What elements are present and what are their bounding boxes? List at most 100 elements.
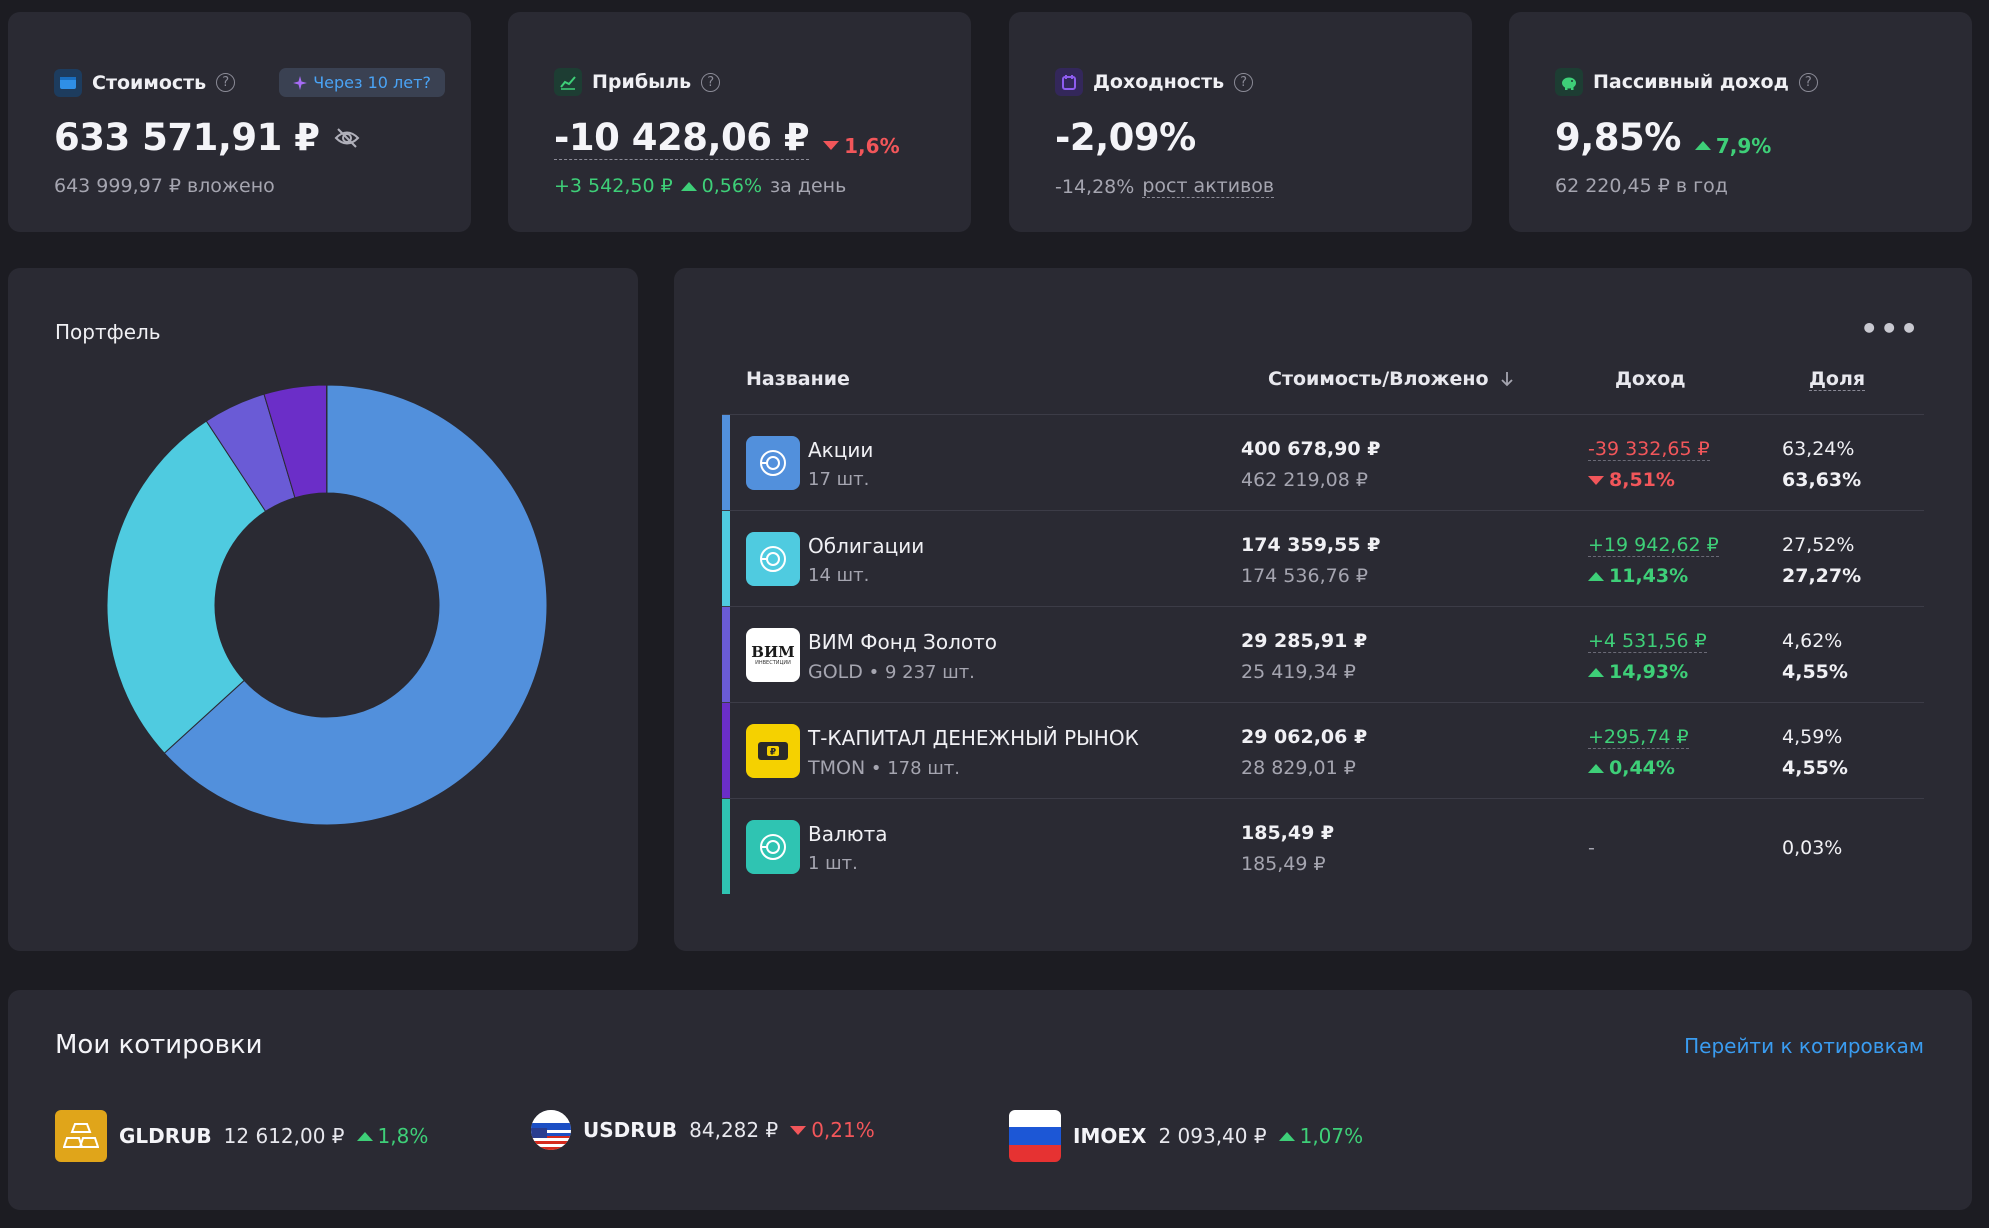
table-row[interactable]: ₽ Т-КАПИТАЛ ДЕНЕЖНЫЙ РЫНОК TMON • 178 шт… [722,703,1924,798]
asset-target-share: 63,63% [1782,469,1862,491]
quote-price: 2 093,40 ₽ [1158,1124,1267,1148]
column-header-name[interactable]: Название [746,368,850,390]
eye-off-icon[interactable] [334,127,360,149]
quote-ticker: USDRUB [583,1118,678,1142]
asset-target-share: 4,55% [1782,757,1848,779]
arrow-up-icon [1278,1131,1295,1141]
arrow-up-icon [1588,763,1604,773]
stat-title: Прибыль [592,71,692,93]
quote-price: 12 612,00 ₽ [223,1124,345,1148]
stat-title: Пассивный доход [1593,71,1789,93]
forecast-button[interactable]: Через 10 лет? [279,68,445,97]
sparkle-icon [293,75,308,90]
arrow-up-icon [1588,571,1604,581]
help-icon[interactable]: ? [216,73,236,92]
sort-down-icon [1500,372,1513,387]
arrow-down-icon [1588,475,1604,485]
table-row[interactable]: ВИМ ИНВЕСТИЦИИ ВИМ Фонд Золото GOLD • 9 … [722,607,1924,702]
asset-value: 174 359,55 ₽ [1241,534,1381,556]
help-icon[interactable]: ? [1234,72,1254,92]
asset-name: ВИМ Фонд Золото [808,630,997,654]
asset-invested: 25 419,34 ₽ [1241,661,1356,683]
stocks-icon [746,436,800,490]
column-header-share[interactable]: Доля [1809,368,1866,391]
stat-card-profit: Прибыль ? -10 428,06 ₽ 1,6% +3 542,50 ₽ … [508,12,971,232]
asset-meta: GOLD • 9 237 шт. [808,661,975,683]
asset-value: 29 062,06 ₽ [1241,726,1368,748]
day-profit: +3 542,50 ₽ [554,175,673,197]
asset-share: 4,59% [1782,726,1843,748]
stat-title: Стоимость [92,71,207,94]
asset-name: Т-КАПИТАЛ ДЕНЕЖНЫЙ РЫНОК [808,726,1139,750]
svg-text:₽: ₽ [770,748,776,758]
table-row[interactable]: Облигации 14 шт. 174 359,55 ₽ 174 536,76… [722,511,1924,606]
asset-invested: 185,49 ₽ [1241,853,1326,875]
help-icon[interactable]: ? [701,72,721,92]
asset-meta: TMON • 178 шт. [808,757,960,779]
arrow-up-icon [356,1131,373,1141]
column-header-value[interactable]: Стоимость/Вложено [1268,368,1515,390]
row-divider [722,606,1924,607]
asset-quantity: 17 шт. [808,469,870,490]
row-divider [722,702,1924,703]
asset-income-pct: 11,43% [1588,565,1688,587]
chart-line-icon [554,68,582,96]
quotes-title: Мои котировки [55,1030,263,1060]
arrow-down-icon [790,1125,807,1135]
piggy-bank-icon [1555,68,1583,96]
more-options-button[interactable]: ••• [1860,312,1920,345]
asset-name: Валюта [808,822,888,846]
asset-income: +19 942,62 ₽ [1588,534,1719,557]
passive-income-annual: 62 220,45 ₽ в год [1555,175,1728,197]
asset-invested: 462 219,08 ₽ [1241,469,1368,491]
stat-card-yield: Доходность ? -2,09% -14,28% рост активов [1009,12,1472,232]
asset-name: Облигации [808,534,925,558]
holdings-table-card: ••• Название Стоимость/Вложено Доход Дол… [674,268,1972,951]
asset-income-pct: 14,93% [1588,661,1688,683]
tbank-money-icon: ₽ [746,724,800,778]
row-divider [722,510,1924,511]
passive-income-value: 9,85% [1555,116,1681,159]
row-color-bar [722,511,730,606]
donut-slice[interactable] [106,420,267,754]
row-color-bar [722,607,730,702]
day-change: 0,56% [680,175,762,197]
portfolio-title: Портфель [55,320,161,344]
asset-income-pct: 0,44% [1588,757,1675,779]
stat-card-value: Стоимость ? Через 10 лет? 633 571,91 ₽ 6… [8,12,471,232]
row-color-bar [722,799,730,894]
asset-quantity: 1 шт. [808,853,858,874]
asset-value: 185,49 ₽ [1241,822,1335,844]
asset-share: 4,62% [1782,630,1843,652]
arrow-up-icon [1694,141,1711,150]
asset-growth-label[interactable]: рост активов [1142,175,1275,198]
donut-slice[interactable] [163,384,548,826]
profit-change: 1,6% [823,134,900,158]
row-divider [722,798,1924,799]
quote-item[interactable]: IMOEX 2 093,40 ₽ 1,07% [1009,1110,1363,1162]
help-icon[interactable]: ? [1798,72,1818,92]
usd-rub-flags-icon [531,1110,571,1150]
quote-ticker: GLDRUB [119,1124,212,1148]
quote-item[interactable]: USDRUB 84,282 ₽ 0,21% [531,1110,875,1150]
table-row[interactable]: Акции 17 шт. 400 678,90 ₽ 462 219,08 ₽ -… [722,415,1924,510]
currency-icon [746,820,800,874]
vim-logo: ВИМ ИНВЕСТИЦИИ [746,628,800,682]
asset-growth-value: -14,28% [1055,175,1135,198]
russia-flag-icon [1009,1110,1061,1162]
quote-change: 0,21% [790,1118,875,1142]
portfolio-value: 633 571,91 ₽ [54,116,320,159]
quotes-card: Мои котировки Перейти к котировкам GLDRU… [8,990,1972,1210]
table-row[interactable]: Валюта 1 шт. 185,49 ₽ 185,49 ₽ - 0,03% [722,799,1924,894]
passive-income-change: 7,9% [1694,134,1771,158]
asset-income: - [1588,837,1595,859]
column-header-income[interactable]: Доход [1615,368,1686,390]
calendar-icon [1055,68,1083,96]
go-to-quotes-link[interactable]: Перейти к котировкам [1684,1034,1924,1058]
gold-bars-icon [55,1110,107,1162]
quote-item[interactable]: GLDRUB 12 612,00 ₽ 1,8% [55,1110,428,1162]
row-color-bar [722,415,730,510]
asset-invested: 28 829,01 ₽ [1241,757,1356,779]
asset-quantity: 14 шт. [808,565,870,586]
wallet-icon [54,68,82,97]
